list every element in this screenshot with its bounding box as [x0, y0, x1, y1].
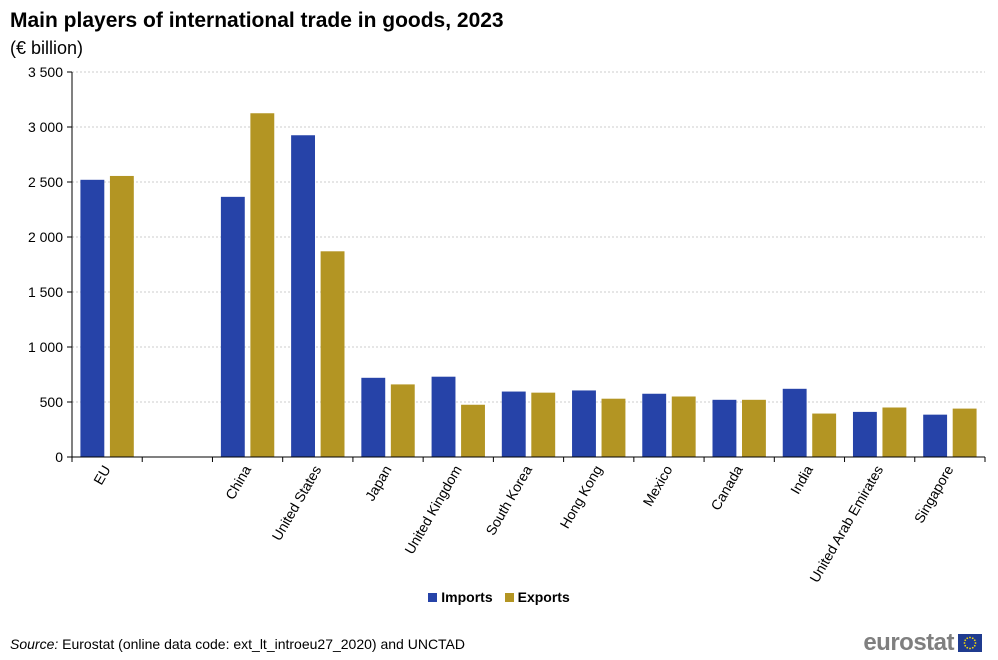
- y-tick-label: 2 500: [28, 174, 63, 190]
- legend-label-imports: Imports: [441, 589, 493, 605]
- legend-swatch-exports: [504, 592, 514, 602]
- x-tick-label: Singapore: [911, 462, 957, 525]
- x-tick-label: India: [787, 462, 816, 496]
- chart-title: Main players of international trade in g…: [10, 9, 504, 32]
- x-tick-label: Mexico: [640, 462, 676, 509]
- y-tick-label: 1 500: [28, 284, 63, 300]
- flag-star: [974, 642, 977, 644]
- bar-exports: [812, 413, 837, 457]
- x-tick-label: United Arab Emirates: [806, 463, 886, 586]
- bar-imports: [80, 179, 105, 458]
- source-note: Source: Eurostat (online data code: ext_…: [10, 636, 465, 652]
- bar-imports: [501, 391, 526, 457]
- legend-swatch-imports: [428, 592, 438, 602]
- flag-star: [973, 639, 976, 642]
- flag-star: [964, 644, 967, 647]
- y-tick-label: 2 000: [28, 229, 63, 245]
- y-tick-label: 0: [55, 449, 63, 465]
- y-tick-label: 3 000: [28, 119, 63, 135]
- legend-item-imports: Imports: [428, 589, 493, 605]
- bar-imports: [642, 393, 667, 457]
- legend-item-exports: Exports: [504, 589, 570, 605]
- legend-label-exports: Exports: [517, 589, 570, 605]
- bar-exports: [109, 175, 134, 457]
- x-tick-label: EU: [90, 463, 114, 488]
- bar-imports: [291, 135, 315, 457]
- bar-exports: [461, 404, 485, 457]
- chart-subtitle: (€ billion): [10, 38, 84, 58]
- flag-star: [966, 646, 969, 649]
- flag-star: [973, 644, 976, 647]
- y-axis-ticks: 0 500 1 000 1 500 2 000 2 500 3 000 3 500: [28, 64, 72, 465]
- bar-imports: [431, 376, 456, 457]
- bar-imports: [361, 377, 386, 457]
- flag-star: [971, 637, 974, 640]
- source-label: Source:: [10, 636, 59, 652]
- axes: [71, 72, 985, 458]
- bar-exports: [250, 113, 275, 457]
- bar-imports: [220, 196, 245, 457]
- x-tick-label: China: [222, 462, 254, 502]
- bar-exports: [601, 398, 626, 457]
- eu-flag-icon: [958, 634, 982, 652]
- x-tick-label: United States: [269, 463, 325, 544]
- flag-star: [966, 637, 969, 640]
- bar-exports: [882, 407, 907, 457]
- bar-exports: [531, 392, 556, 457]
- flag-star: [969, 647, 971, 650]
- bar-imports: [852, 411, 877, 457]
- flag-star: [971, 646, 974, 649]
- x-tick-label: Hong Kong: [556, 463, 605, 532]
- bar-imports: [782, 388, 807, 457]
- y-tick-label: 500: [40, 394, 64, 410]
- eurostat-logo: eurostat: [863, 629, 982, 657]
- bar-imports: [923, 414, 948, 457]
- bar-exports: [671, 396, 696, 457]
- flag-star: [963, 642, 966, 644]
- flag-star: [964, 639, 967, 642]
- logo-text: eurostat: [863, 629, 954, 656]
- bar-exports: [320, 251, 345, 457]
- source-text: Eurostat (online data code: ext_lt_intro…: [58, 636, 466, 652]
- bar-exports: [390, 384, 415, 457]
- x-tick-label: Japan: [362, 463, 395, 504]
- flag-star: [969, 636, 971, 639]
- x-tick-label: United Kingdom: [401, 463, 465, 557]
- y-tick-label: 3 500: [28, 64, 63, 80]
- bar-exports: [742, 399, 766, 457]
- legend: Imports Exports: [0, 589, 998, 605]
- x-axis-labels: EU China United States Japan United Kingdom S…: [71, 457, 986, 586]
- bar-imports: [712, 399, 737, 457]
- bar-exports: [952, 408, 977, 457]
- bars: [80, 113, 977, 458]
- gridlines: [72, 71, 985, 403]
- bar-imports: [572, 390, 596, 457]
- x-tick-label: South Korea: [482, 462, 535, 538]
- y-tick-label: 1 000: [28, 339, 63, 355]
- x-tick-label: Canada: [707, 462, 745, 513]
